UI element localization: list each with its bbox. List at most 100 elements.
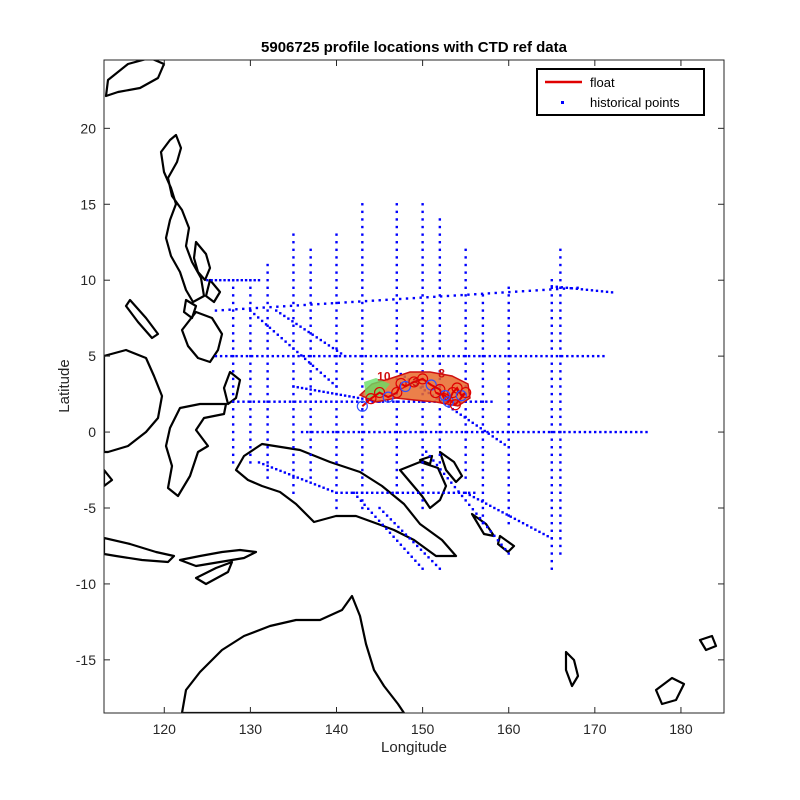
historical-point — [380, 354, 383, 358]
historical-point — [237, 400, 240, 403]
profile-number-label: 8 — [438, 366, 445, 380]
coastline-new-ireland — [438, 450, 464, 484]
historical-point — [396, 539, 399, 542]
historical-point — [481, 362, 485, 365]
historical-point — [409, 430, 412, 434]
historical-point — [315, 336, 318, 339]
historical-point — [361, 241, 364, 244]
y-tick-label: 5 — [88, 348, 96, 364]
historical-point — [231, 347, 235, 350]
historical-point — [356, 396, 360, 400]
historical-point — [370, 511, 374, 514]
historical-point — [249, 324, 252, 327]
historical-point — [421, 225, 424, 229]
historical-point — [253, 312, 256, 316]
historical-point — [231, 316, 235, 320]
historical-point — [292, 248, 295, 252]
historical-point — [480, 292, 484, 296]
y-tick-label: 10 — [80, 272, 96, 288]
historical-point — [421, 400, 424, 403]
historical-point — [292, 354, 295, 358]
historical-point — [471, 421, 474, 425]
historical-point — [278, 400, 281, 403]
historical-point — [550, 514, 553, 517]
historical-point — [266, 430, 269, 434]
historical-point — [507, 309, 510, 312]
historical-point — [560, 286, 564, 289]
historical-point — [392, 298, 395, 301]
historical-point — [507, 354, 510, 358]
historical-point — [389, 518, 393, 521]
historical-point — [354, 354, 357, 358]
historical-point — [507, 294, 510, 297]
historical-point — [395, 362, 398, 365]
coastline-visayas-1 — [192, 240, 212, 282]
historical-point — [575, 287, 579, 291]
historical-point — [559, 461, 562, 464]
historical-point — [361, 225, 364, 229]
historical-point — [424, 450, 428, 453]
historical-point — [309, 461, 312, 464]
historical-point — [493, 534, 496, 538]
historical-point — [452, 491, 456, 495]
historical-point — [550, 316, 553, 320]
historical-point — [249, 278, 252, 282]
historical-point — [307, 361, 311, 364]
historical-point — [421, 339, 424, 343]
historical-point — [231, 377, 235, 381]
historical-point — [395, 256, 398, 259]
historical-point — [292, 453, 295, 457]
historical-point — [309, 453, 312, 457]
historical-point — [335, 408, 338, 411]
historical-point — [266, 468, 269, 472]
historical-point — [481, 506, 485, 510]
historical-point — [309, 385, 312, 388]
historical-point — [335, 347, 338, 350]
historical-point — [326, 391, 330, 394]
historical-point — [550, 286, 553, 289]
historical-point — [393, 430, 397, 434]
historical-point — [371, 299, 375, 302]
historical-point — [335, 241, 338, 244]
historical-point — [249, 423, 252, 426]
historical-point — [333, 354, 336, 358]
historical-point — [645, 430, 648, 434]
historical-point — [272, 330, 276, 333]
historical-point — [361, 332, 364, 335]
historical-point — [335, 400, 338, 403]
historical-point — [559, 385, 562, 388]
historical-point — [283, 314, 286, 318]
historical-point — [288, 343, 291, 347]
historical-point — [369, 354, 373, 358]
coastline-luzon — [159, 133, 206, 304]
historical-point — [302, 354, 305, 358]
historical-point — [455, 430, 458, 434]
historical-point — [395, 446, 398, 449]
historical-point — [266, 370, 269, 373]
profile-number-label: 3 — [412, 376, 419, 390]
historical-point — [292, 241, 295, 244]
historical-point — [231, 301, 235, 305]
historical-point — [464, 324, 467, 327]
historical-point — [351, 300, 354, 304]
historical-point — [550, 301, 553, 305]
historical-point — [319, 371, 323, 374]
historical-point — [244, 278, 248, 282]
historical-point — [438, 256, 442, 259]
historical-point — [434, 563, 438, 567]
historical-point — [412, 540, 415, 544]
historical-point — [495, 437, 498, 441]
historical-point — [464, 438, 467, 441]
historical-point — [395, 339, 398, 343]
historical-point — [529, 354, 533, 358]
historical-point — [481, 347, 485, 350]
historical-point — [550, 559, 553, 563]
historical-point — [296, 304, 300, 307]
historical-point — [550, 354, 553, 358]
historical-point — [363, 503, 366, 506]
historical-point — [614, 430, 617, 434]
historical-point — [559, 316, 562, 320]
historical-point — [318, 354, 321, 358]
historical-point — [249, 316, 252, 320]
